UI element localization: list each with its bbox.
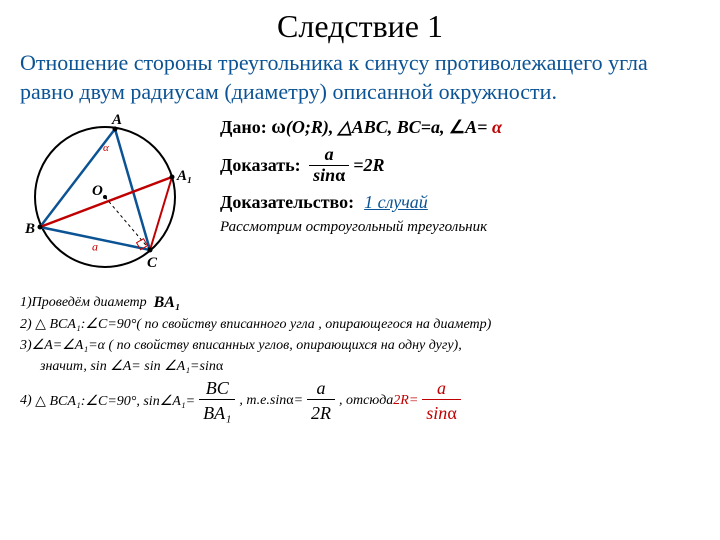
lhs-fraction: a sinα (309, 145, 349, 186)
triangle-icon: △ (338, 117, 352, 138)
geometry-diagram: A B C A₁ Oα a (20, 112, 210, 292)
prove-label: Доказать: (220, 155, 301, 176)
svg-text:α: α (103, 142, 109, 154)
svg-text:a: a (92, 240, 98, 254)
svg-text:C: C (147, 255, 158, 271)
proof-body: 1)Проведём диаметр BA₁ 2) △ BCA₁:∠C=90°(… (20, 294, 700, 424)
proof-step-3b: значит, sin ∠A= sin ∠A₁=sinα (40, 358, 700, 375)
svg-text:A: A (111, 112, 122, 128)
proof-intro: Рассмотрим остроугольный треугольник (220, 219, 700, 236)
proof-step-2: 2) △ BCA₁:∠C=90°( по свойству вписанного… (20, 316, 700, 333)
f-num: a (321, 145, 338, 165)
proof-step-3: 3)∠A=∠A₁=α ( по свойству вписанных углов… (20, 337, 700, 354)
case-link[interactable]: 1 случай (364, 192, 428, 213)
frac-result: a sinα (422, 379, 460, 424)
page-title: Следствие 1 (20, 8, 700, 45)
f-den: sinα (309, 166, 349, 186)
svg-text:O: O (92, 183, 103, 199)
content-row: A B C A₁ Oα a Дано: ω (O;R), △ ABC, BC=a, ∠ A… (20, 112, 700, 292)
diameter-ba1: BA₁ (154, 294, 181, 312)
prove-line: Доказать: a sinα =2R (220, 145, 700, 186)
angle-icon: ∠ (449, 117, 465, 138)
angle-a-eq: A= (465, 117, 487, 138)
given-line: Дано: ω (O;R), △ ABC, BC=a, ∠ A= α (220, 116, 700, 139)
prove-rhs: =2R (353, 155, 384, 176)
omega-symbol: ω (271, 116, 286, 139)
frac2: a 2R (307, 379, 335, 424)
proof-step-4: 4) △ BCA₁:∠C=90°, sin∠A₁= BC BA₁ , т.е.s… (20, 379, 700, 424)
triangle-abc: ABC, (352, 117, 393, 138)
frac1: BC BA₁ (199, 379, 235, 424)
proof-label-line: Доказательство: 1 случай (220, 192, 700, 213)
svg-text:B: B (24, 221, 35, 237)
circle-notation: (O;R), (286, 117, 334, 138)
proof-label: Доказательство: (220, 192, 354, 213)
given-block: Дано: ω (O;R), △ ABC, BC=a, ∠ A= α Доказ… (220, 112, 700, 236)
side-bc: BC=a, (397, 117, 445, 138)
result-2r: 2R= (393, 393, 418, 409)
proof-step-1: 1)Проведём диаметр BA₁ (20, 294, 700, 312)
svg-text:A₁: A₁ (176, 168, 192, 184)
corollary-statement: Отношение стороны треугольника к синусу … (20, 49, 700, 106)
angle-alpha: α (492, 117, 502, 138)
given-label: Дано: (220, 117, 267, 138)
